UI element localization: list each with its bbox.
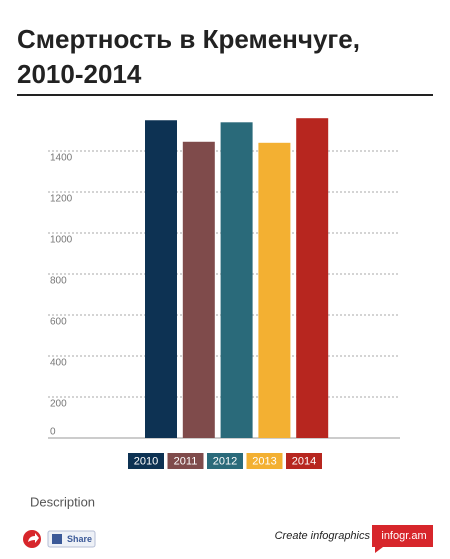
share-label: Share <box>67 534 92 544</box>
description: Description <box>30 494 95 509</box>
share-arrow <box>28 533 39 543</box>
bar <box>258 142 291 439</box>
brand-badge[interactable] <box>372 525 433 553</box>
legend-swatch <box>286 453 322 469</box>
chart-title: Смертность в Кременчуге, <box>17 24 360 54</box>
legend-swatch <box>207 453 243 469</box>
bar <box>220 122 253 439</box>
legend-swatch <box>246 453 283 469</box>
legend-swatch <box>128 453 164 469</box>
legend-label: 2010 <box>134 455 158 467</box>
bar <box>145 120 177 438</box>
y-tick-label: 1200 <box>50 194 73 205</box>
legend-label: 2013 <box>252 455 276 467</box>
brand-label: infogr.am <box>381 530 426 542</box>
bar <box>182 141 215 438</box>
y-tick-label: 1000 <box>50 235 73 246</box>
chart-subtitle: 2010-2014 <box>17 59 142 89</box>
create-infographics[interactable]: Create infographics <box>275 530 371 542</box>
y-tick-label: 1400 <box>50 153 73 164</box>
bar <box>296 118 329 438</box>
y-tick-label: 0 <box>50 427 56 438</box>
legend-swatch <box>167 453 204 469</box>
legend-label: 2011 <box>174 455 198 467</box>
y-tick-label: 800 <box>50 276 67 287</box>
y-tick-label: 200 <box>50 399 67 410</box>
y-tick-label: 400 <box>50 358 67 369</box>
facebook-icon <box>52 534 62 544</box>
y-tick-label: 600 <box>50 317 67 328</box>
legend-label: 2014 <box>292 455 316 467</box>
legend-label: 2012 <box>213 455 237 467</box>
